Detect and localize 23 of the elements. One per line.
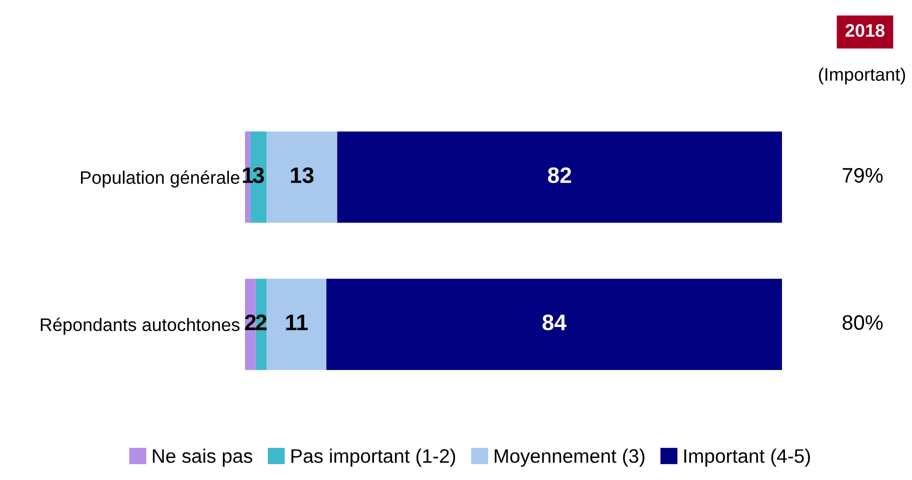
bar	[337, 131, 782, 223]
legend-label: Moyennement (3)	[494, 448, 644, 467]
data-label: 1	[242, 168, 254, 183]
data-label: 13	[290, 167, 314, 184]
data-label: 2	[256, 314, 267, 330]
data-label: 3	[252, 167, 264, 184]
data-label: 82	[548, 167, 572, 184]
bar	[266, 278, 326, 370]
legend-label: Important (4-5)	[684, 448, 810, 467]
data-label: 84	[542, 314, 566, 330]
bar	[326, 278, 782, 370]
y-tick-label: Répondants autochtones	[40, 318, 240, 335]
text: 2018	[846, 24, 885, 37]
text: 80%	[842, 315, 883, 330]
data-label: 2	[245, 314, 256, 330]
data-label: 11	[286, 314, 308, 330]
text: 79%	[842, 168, 883, 183]
legend-label: Pas important (1-2)	[291, 448, 456, 467]
bar	[245, 278, 256, 370]
y-tick-label: Population générale	[81, 170, 240, 188]
legend-label: Ne sais pas	[152, 448, 252, 467]
bar	[266, 131, 338, 223]
text: (Important)	[818, 68, 906, 84]
